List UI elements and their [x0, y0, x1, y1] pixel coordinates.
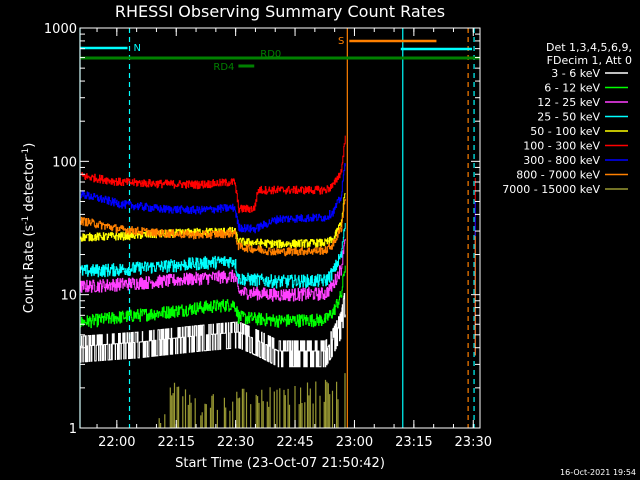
legend-entry-label: 7000 - 15000 keV	[502, 183, 600, 196]
axis-ticks: 1 10 100 1000 22:00 22:15 22:30 22:45 23:00 23:15…	[44, 22, 492, 450]
flag-label: RD0	[260, 49, 281, 60]
x-tick-label: 23:30	[455, 435, 492, 450]
legend-entry-label: 50 - 100 keV	[530, 125, 600, 138]
series-25-50kev	[80, 223, 346, 289]
series-3-6kev	[80, 293, 346, 368]
series-trace	[80, 265, 346, 329]
x-tick-label: 22:45	[276, 435, 313, 450]
x-tick-label: 23:15	[395, 435, 432, 450]
series-800-7000kev	[80, 198, 346, 257]
series-trace	[158, 373, 346, 428]
x-tick-label: 22:00	[98, 435, 135, 450]
series-12-25kev	[80, 238, 346, 302]
x-tick-label: 22:30	[217, 435, 254, 450]
series-7000-15000kev	[158, 373, 346, 428]
flag-label: RD4	[213, 62, 234, 73]
y-tick-label: 10	[60, 289, 77, 304]
series-6-12kev	[80, 265, 346, 329]
legend-entry-label: 100 - 300 keV	[523, 140, 600, 153]
x-axis-label: Start Time (23-Oct-07 21:50:42)	[175, 456, 385, 471]
y-tick-label: 1	[69, 422, 77, 437]
series-100-300kev	[80, 135, 346, 214]
legend-entry-label: 3 - 6 keV	[551, 67, 600, 80]
series-trace	[80, 163, 346, 234]
chart-title: RHESSI Observing Summary Count Rates	[115, 2, 445, 21]
series-trace	[80, 223, 346, 289]
series-trace	[80, 193, 346, 249]
y-tick-label: 100	[52, 155, 77, 170]
legend-header: Det 1,3,4,5,6,9,	[546, 41, 632, 54]
y-axis-label: Count Rate (s-1 detector-1)	[21, 143, 37, 314]
y-tick-label: 1000	[44, 22, 77, 37]
legend-entry-label: 300 - 800 keV	[523, 154, 600, 167]
legend-entry-label: 12 - 25 keV	[537, 96, 600, 109]
series-trace	[80, 238, 346, 302]
flag-label: S	[338, 36, 344, 47]
legend-entry-label: 25 - 50 keV	[537, 111, 600, 124]
series-trace	[80, 293, 346, 368]
legend-entry-label: 800 - 7000 keV	[516, 169, 600, 182]
legend: Det 1,3,4,5,6,9,FDecim 1, Att 03 - 6 keV…	[502, 41, 632, 196]
series-300-800kev	[80, 163, 346, 234]
legend-entry-label: 6 - 12 keV	[544, 82, 600, 95]
series-50-100kev	[80, 193, 346, 249]
series-trace	[80, 198, 346, 257]
x-tick-label: 23:00	[336, 435, 373, 450]
x-tick-label: 22:15	[158, 435, 195, 450]
legend-header: FDecim 1, Att 0	[547, 54, 632, 67]
series-trace	[80, 135, 346, 214]
timestamp: 16-Oct-2021 19:54	[560, 468, 636, 477]
plot-frame	[79, 27, 481, 429]
plot-area: N RD0 RD4 S	[79, 28, 480, 428]
flag-label: N	[134, 43, 141, 54]
